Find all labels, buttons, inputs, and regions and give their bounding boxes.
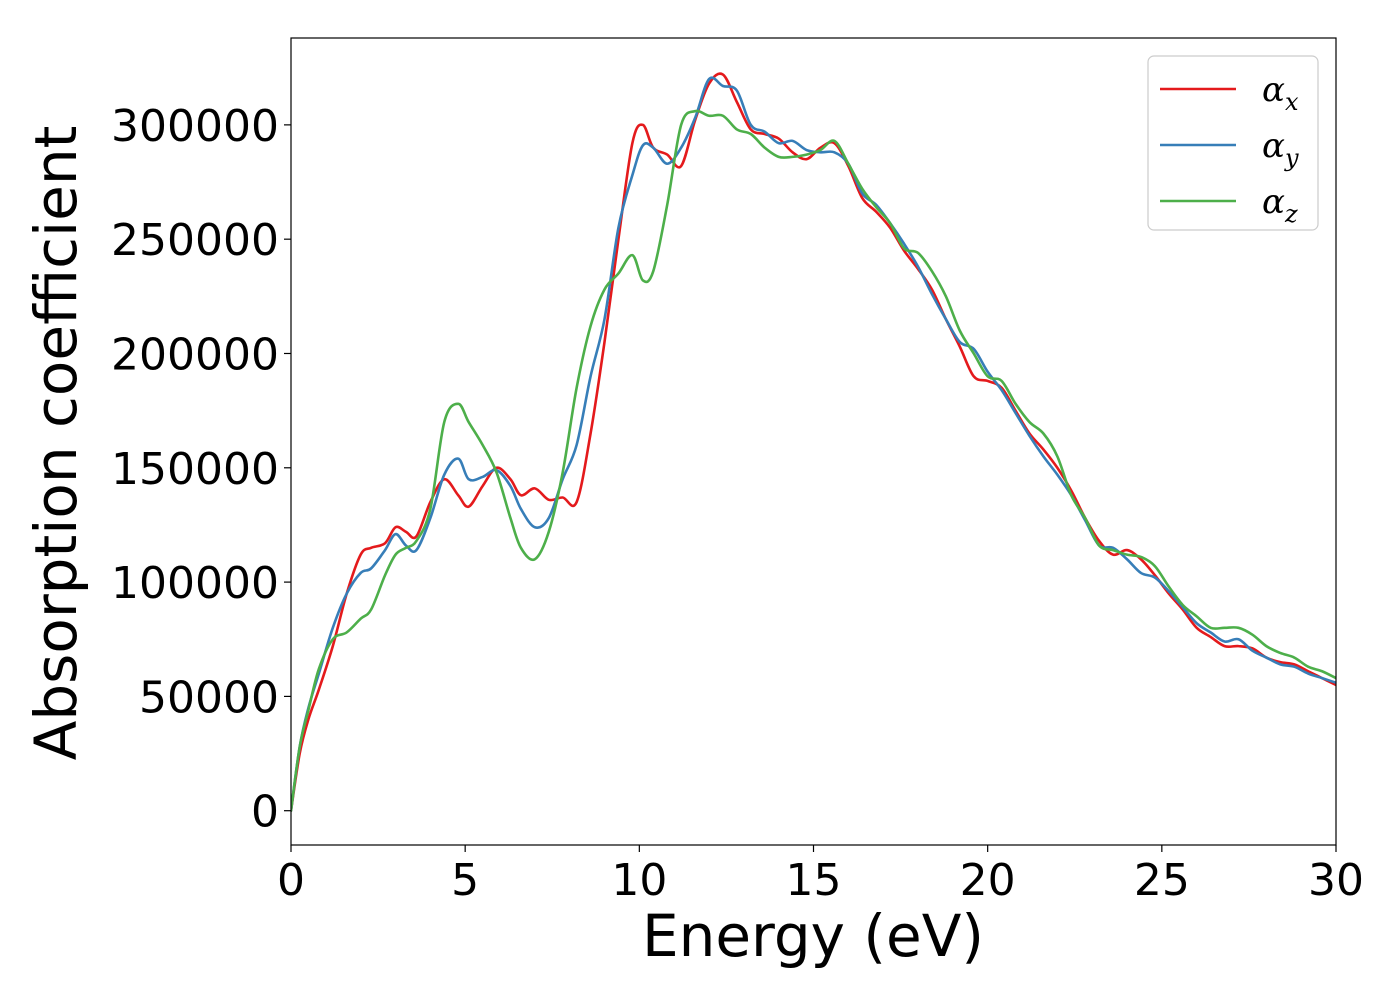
legend-box bbox=[1147, 55, 1319, 231]
x-tick-label: 30 bbox=[1308, 855, 1364, 906]
legend: αx αy αz bbox=[1147, 55, 1319, 231]
legend-label-x: αx bbox=[1262, 70, 1299, 116]
y-tick-label: 0 bbox=[251, 787, 279, 838]
y-tick-label: 300000 bbox=[111, 101, 279, 152]
x-tick-label: 20 bbox=[960, 855, 1016, 906]
series-line-y bbox=[291, 76, 1336, 813]
y-tick-label: 150000 bbox=[111, 444, 279, 495]
x-tick-label: 15 bbox=[786, 855, 842, 906]
y-axis-title: Absorption coefficient bbox=[22, 126, 90, 761]
y-tick-label: 250000 bbox=[111, 215, 279, 266]
x-tick-label: 10 bbox=[611, 855, 667, 906]
plot-area bbox=[291, 72, 1336, 813]
axes: 0 5 10 15 20 25 30 0 50000 100000 150000 200000 2500… bbox=[111, 37, 1364, 906]
y-tick-label: 200000 bbox=[111, 329, 279, 380]
series-line-z bbox=[291, 109, 1336, 813]
x-tick-label: 25 bbox=[1134, 855, 1190, 906]
y-tick-label: 50000 bbox=[139, 672, 279, 723]
legend-label-z: αz bbox=[1262, 182, 1298, 228]
x-axis-title: Energy (eV) bbox=[642, 902, 984, 970]
y-tick-label: 100000 bbox=[111, 558, 279, 609]
series-group bbox=[291, 72, 1336, 813]
series-line-x bbox=[291, 72, 1336, 813]
x-tick-label: 0 bbox=[277, 855, 305, 906]
x-tick-label: 5 bbox=[451, 855, 479, 906]
legend-label-y: αy bbox=[1262, 126, 1299, 172]
